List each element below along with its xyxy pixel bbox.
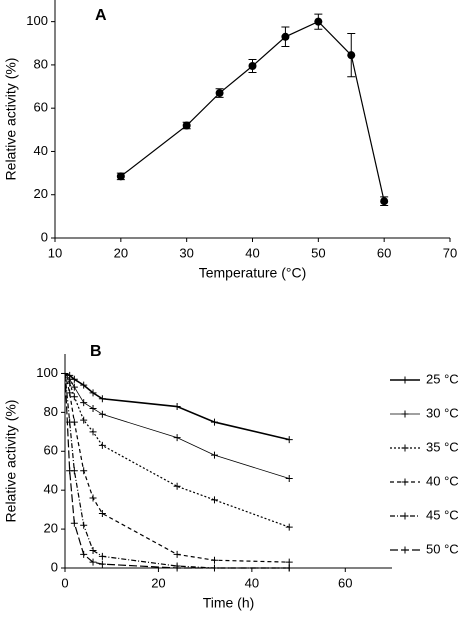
point <box>70 519 78 527</box>
x-tick-label: 30 <box>179 245 193 260</box>
panel-label: B <box>90 343 102 360</box>
y-tick-label: 20 <box>34 186 48 201</box>
point <box>98 552 106 560</box>
y-tick-label: 20 <box>44 521 58 536</box>
y-tick-label: 80 <box>44 404 58 419</box>
point <box>98 560 106 568</box>
x-tick-label: 60 <box>338 575 352 590</box>
point <box>285 475 293 483</box>
point <box>281 32 290 41</box>
point <box>210 418 218 426</box>
legend-marker <box>401 376 409 384</box>
point <box>89 428 97 436</box>
point <box>210 556 218 564</box>
series-line <box>120 20 385 202</box>
legend-label: 50 °C <box>426 541 459 556</box>
point <box>89 558 97 566</box>
panel-label: A <box>95 7 107 24</box>
point <box>380 197 389 206</box>
point <box>98 510 106 518</box>
point <box>173 482 181 490</box>
point <box>182 121 191 130</box>
point <box>89 546 97 554</box>
x-tick-label: 70 <box>443 245 457 260</box>
legend-marker <box>401 512 409 520</box>
legend-marker <box>401 478 409 486</box>
y-tick-label: 0 <box>51 559 58 574</box>
legend-marker <box>401 546 409 554</box>
x-tick-label: 40 <box>245 575 259 590</box>
legend-marker <box>401 410 409 418</box>
y-tick-label: 60 <box>44 443 58 458</box>
point <box>173 403 181 411</box>
point <box>173 550 181 558</box>
point <box>80 399 88 407</box>
x-tick-label: 0 <box>61 575 68 590</box>
y-tick-label: 60 <box>34 100 48 115</box>
legend-label: 35 °C <box>426 439 459 454</box>
series-line <box>64 373 290 569</box>
point <box>210 451 218 459</box>
point <box>116 172 125 181</box>
point <box>80 416 88 424</box>
legend-label: 30 °C <box>426 405 459 420</box>
point <box>61 369 69 377</box>
legend-label: 45 °C <box>426 507 459 522</box>
point <box>285 436 293 444</box>
point <box>314 17 323 26</box>
point <box>89 389 97 397</box>
point <box>80 381 88 389</box>
y-tick-label: 80 <box>34 56 48 71</box>
x-axis-title: Temperature (°C) <box>199 265 307 281</box>
point <box>89 494 97 502</box>
point <box>70 393 78 401</box>
x-tick-label: 40 <box>245 245 259 260</box>
point <box>285 523 293 531</box>
legend-label: 40 °C <box>426 473 459 488</box>
point <box>210 496 218 504</box>
point <box>347 51 356 60</box>
x-tick-label: 10 <box>48 245 62 260</box>
point <box>210 564 218 572</box>
legend-marker <box>401 444 409 452</box>
point <box>285 564 293 572</box>
series-line <box>64 373 290 479</box>
point <box>173 434 181 442</box>
point <box>98 441 106 449</box>
point <box>80 521 88 529</box>
point <box>173 564 181 572</box>
point <box>66 389 74 397</box>
y-tick-label: 0 <box>41 229 48 244</box>
y-tick-label: 40 <box>44 482 58 497</box>
legend-label: 25 °C <box>426 371 459 386</box>
x-tick-label: 50 <box>311 245 325 260</box>
point <box>66 467 74 475</box>
point <box>248 61 257 70</box>
point <box>80 467 88 475</box>
y-tick-label: 100 <box>36 365 58 380</box>
point <box>285 558 293 566</box>
x-tick-label: 20 <box>151 575 165 590</box>
x-axis-title: Time (h) <box>203 595 255 611</box>
y-tick-label: 40 <box>34 143 48 158</box>
y-axis-title: Relative activity (%) <box>3 58 19 181</box>
y-axis-title: Relative activity (%) <box>3 400 19 523</box>
y-tick-label: 100 <box>26 13 48 28</box>
series-line <box>64 373 290 569</box>
x-tick-label: 20 <box>114 245 128 260</box>
point <box>80 550 88 558</box>
x-tick-label: 60 <box>377 245 391 260</box>
point <box>98 410 106 418</box>
point <box>89 404 97 412</box>
point <box>215 89 224 98</box>
point <box>98 395 106 403</box>
point <box>70 383 78 391</box>
